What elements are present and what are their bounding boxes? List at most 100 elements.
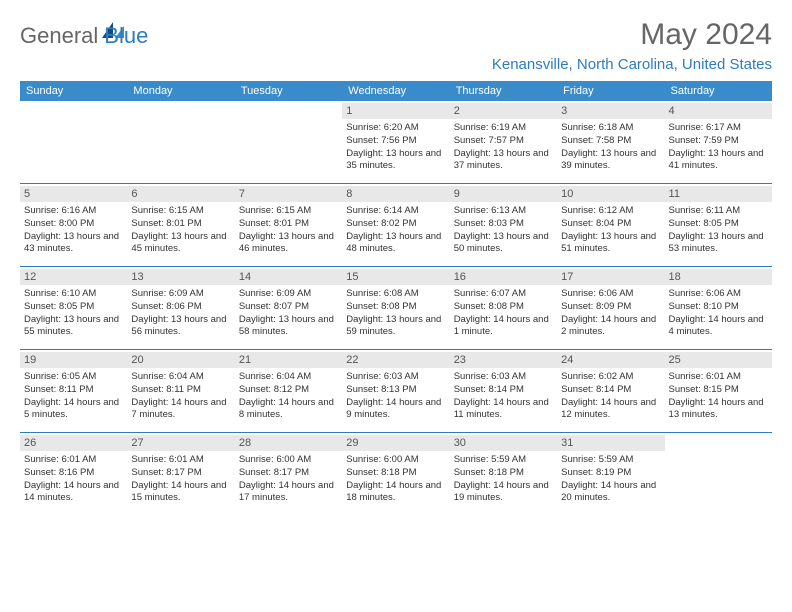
logo-text-general: General	[20, 23, 98, 49]
daylight-line: Daylight: 13 hours and 58 minutes.	[239, 314, 338, 340]
sunset-line: Sunset: 8:12 PM	[239, 384, 338, 397]
sunrise-line: Sunrise: 5:59 AM	[454, 454, 553, 467]
calendar-day: 18Sunrise: 6:06 AMSunset: 8:10 PMDayligh…	[665, 267, 772, 349]
day-number: 16	[450, 269, 557, 285]
sunrise-line: Sunrise: 6:16 AM	[24, 205, 123, 218]
sunrise-line: Sunrise: 6:03 AM	[346, 371, 445, 384]
daylight-line: Daylight: 14 hours and 4 minutes.	[669, 314, 768, 340]
day-number: 12	[20, 269, 127, 285]
sunset-line: Sunset: 8:00 PM	[24, 218, 123, 231]
daylight-line: Daylight: 14 hours and 13 minutes.	[669, 397, 768, 423]
calendar-day: 3Sunrise: 6:18 AMSunset: 7:58 PMDaylight…	[557, 101, 664, 183]
sunset-line: Sunset: 8:05 PM	[669, 218, 768, 231]
daylight-line: Daylight: 13 hours and 35 minutes.	[346, 148, 445, 174]
sunrise-line: Sunrise: 6:12 AM	[561, 205, 660, 218]
calendar-day: 30Sunrise: 5:59 AMSunset: 8:18 PMDayligh…	[450, 433, 557, 515]
day-number: 14	[235, 269, 342, 285]
daylight-line: Daylight: 14 hours and 9 minutes.	[346, 397, 445, 423]
weekday-label: Friday	[557, 81, 664, 101]
daylight-line: Daylight: 14 hours and 12 minutes.	[561, 397, 660, 423]
sunrise-line: Sunrise: 6:00 AM	[346, 454, 445, 467]
daylight-line: Daylight: 13 hours and 43 minutes.	[24, 231, 123, 257]
calendar-day: 22Sunrise: 6:03 AMSunset: 8:13 PMDayligh…	[342, 350, 449, 432]
day-number: 24	[557, 352, 664, 368]
calendar-week: 1Sunrise: 6:20 AMSunset: 7:56 PMDaylight…	[20, 101, 772, 184]
sunrise-line: Sunrise: 6:04 AM	[131, 371, 230, 384]
day-number: 17	[557, 269, 664, 285]
daylight-line: Daylight: 13 hours and 55 minutes.	[24, 314, 123, 340]
sunrise-line: Sunrise: 6:20 AM	[346, 122, 445, 135]
sunset-line: Sunset: 8:14 PM	[454, 384, 553, 397]
sunrise-line: Sunrise: 6:18 AM	[561, 122, 660, 135]
daylight-line: Daylight: 13 hours and 59 minutes.	[346, 314, 445, 340]
daylight-line: Daylight: 13 hours and 48 minutes.	[346, 231, 445, 257]
sunrise-line: Sunrise: 6:08 AM	[346, 288, 445, 301]
day-number: 22	[342, 352, 449, 368]
day-number: 19	[20, 352, 127, 368]
calendar-day: 25Sunrise: 6:01 AMSunset: 8:15 PMDayligh…	[665, 350, 772, 432]
sunrise-line: Sunrise: 6:00 AM	[239, 454, 338, 467]
calendar-day: 28Sunrise: 6:00 AMSunset: 8:17 PMDayligh…	[235, 433, 342, 515]
sunset-line: Sunset: 8:06 PM	[131, 301, 230, 314]
sunrise-line: Sunrise: 6:17 AM	[669, 122, 768, 135]
sunrise-line: Sunrise: 6:01 AM	[24, 454, 123, 467]
weekday-label: Thursday	[450, 81, 557, 101]
calendar-day: 7Sunrise: 6:15 AMSunset: 8:01 PMDaylight…	[235, 184, 342, 266]
header: General Blue May 2024 Kenansville, North…	[20, 18, 772, 73]
sunset-line: Sunset: 8:03 PM	[454, 218, 553, 231]
day-number: 4	[665, 103, 772, 119]
day-number: 23	[450, 352, 557, 368]
calendar-day: 21 Sunrise: 6:04 AMSunset: 8:12 PMDayligh…	[235, 350, 342, 432]
day-number: 31	[557, 435, 664, 451]
sunset-line: Sunset: 8:05 PM	[24, 301, 123, 314]
sunrise-line: Sunrise: 6:13 AM	[454, 205, 553, 218]
calendar-day: 29Sunrise: 6:00 AMSunset: 8:18 PMDayligh…	[342, 433, 449, 515]
sunrise-line: Sunrise: 6:19 AM	[454, 122, 553, 135]
daylight-line: Daylight: 14 hours and 8 minutes.	[239, 397, 338, 423]
sunrise-line: Sunrise: 6:06 AM	[669, 288, 768, 301]
sunrise-line: Sunrise: 6:03 AM	[454, 371, 553, 384]
month-title: May 2024	[492, 18, 772, 52]
day-number: 7	[235, 186, 342, 202]
sunset-line: Sunset: 8:01 PM	[131, 218, 230, 231]
sunrise-line: Sunrise: 6:14 AM	[346, 205, 445, 218]
sunset-line: Sunset: 8:04 PM	[561, 218, 660, 231]
day-number: 18	[665, 269, 772, 285]
sunrise-line: Sunrise: 6:07 AM	[454, 288, 553, 301]
calendar-day	[20, 101, 127, 183]
daylight-line: Daylight: 13 hours and 39 minutes.	[561, 148, 660, 174]
calendar-day: 11Sunrise: 6:11 AMSunset: 8:05 PMDayligh…	[665, 184, 772, 266]
sunset-line: Sunset: 8:14 PM	[561, 384, 660, 397]
sunrise-line: Sunrise: 6:09 AM	[239, 288, 338, 301]
daylight-line: Daylight: 13 hours and 50 minutes.	[454, 231, 553, 257]
weekday-label: Sunday	[20, 81, 127, 101]
calendar-weeks: 1Sunrise: 6:20 AMSunset: 7:56 PMDaylight…	[20, 101, 772, 515]
calendar-day	[235, 101, 342, 183]
calendar-day: 27Sunrise: 6:01 AMSunset: 8:17 PMDayligh…	[127, 433, 234, 515]
logo: General Blue	[20, 18, 148, 54]
sunset-line: Sunset: 8:11 PM	[131, 384, 230, 397]
calendar-week: 26Sunrise: 6:01 AMSunset: 8:16 PMDayligh…	[20, 433, 772, 515]
daylight-line: Daylight: 14 hours and 7 minutes.	[131, 397, 230, 423]
calendar-day: 14Sunrise: 6:09 AMSunset: 8:07 PMDayligh…	[235, 267, 342, 349]
day-number: 30	[450, 435, 557, 451]
sunrise-line: Sunrise: 6:15 AM	[131, 205, 230, 218]
daylight-line: Daylight: 14 hours and 1 minute.	[454, 314, 553, 340]
daylight-line: Daylight: 14 hours and 20 minutes.	[561, 480, 660, 506]
day-number: 21	[235, 352, 342, 368]
sunrise-line: Sunrise: 6:04 AM	[239, 371, 338, 384]
calendar-week: 5Sunrise: 6:16 AMSunset: 8:00 PMDaylight…	[20, 184, 772, 267]
calendar-day: 16 Sunrise: 6:07 AMSunset: 8:08 PMDayligh…	[450, 267, 557, 349]
sunset-line: Sunset: 7:56 PM	[346, 135, 445, 148]
day-number: 29	[342, 435, 449, 451]
daylight-line: Daylight: 13 hours and 56 minutes.	[131, 314, 230, 340]
sunset-line: Sunset: 8:08 PM	[454, 301, 553, 314]
sunset-line: Sunset: 8:01 PM	[239, 218, 338, 231]
day-number: 13	[127, 269, 234, 285]
daylight-line: Daylight: 14 hours and 11 minutes.	[454, 397, 553, 423]
calendar-day: 8Sunrise: 6:14 AMSunset: 8:02 PMDaylight…	[342, 184, 449, 266]
sunset-line: Sunset: 7:58 PM	[561, 135, 660, 148]
daylight-line: Daylight: 13 hours and 37 minutes.	[454, 148, 553, 174]
calendar-day: 23 Sunrise: 6:03 AMSunset: 8:14 PMDayligh…	[450, 350, 557, 432]
daylight-line: Daylight: 14 hours and 2 minutes.	[561, 314, 660, 340]
